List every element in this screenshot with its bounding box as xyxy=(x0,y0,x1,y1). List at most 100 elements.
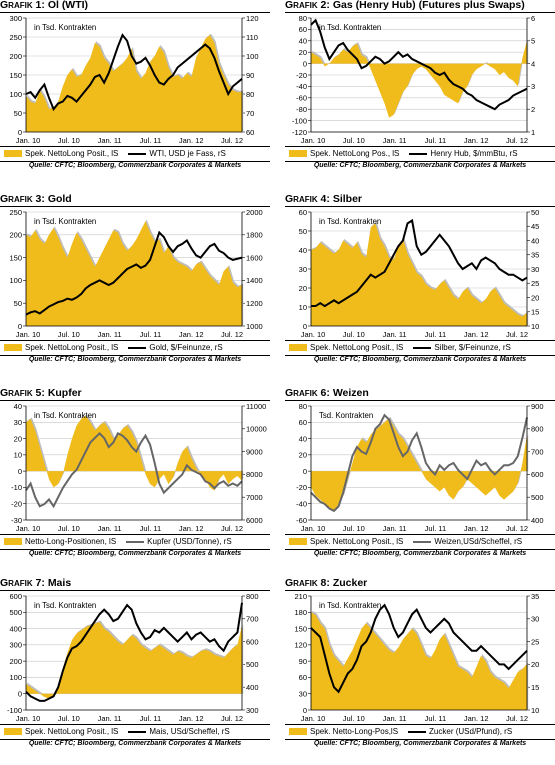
x-tick-label: Jan. 10 xyxy=(301,524,326,533)
left-tick-label: -100 xyxy=(7,706,22,715)
title-number: 5: xyxy=(35,387,45,399)
panel-title: GRAFIK 4: Silber xyxy=(285,194,555,207)
right-tick-label: 700 xyxy=(246,615,259,624)
chart-legend: Spek. NettoLong Posit., lS Silber, $/Fein… xyxy=(285,340,555,356)
chart-svg: 0 50 100 150 200 250 1000 1200 1400 1600 1800 2000 J… xyxy=(9,208,263,339)
x-tick-label: Jan. 11 xyxy=(98,524,122,533)
left-tick-label: 400 xyxy=(9,624,22,633)
right-tick-label: 300 xyxy=(246,706,259,715)
x-tick-label: Jan. 10 xyxy=(16,330,41,339)
inner-units-label: in Tsd. Kontrakten xyxy=(34,23,96,32)
chart-legend: Spek. NettoLong Posit., lS WTI, USD je Fa… xyxy=(0,146,270,162)
legend-swatch-area xyxy=(4,150,22,158)
price-line xyxy=(310,18,528,111)
left-tick-label: 150 xyxy=(294,624,307,633)
title-number: 3: xyxy=(35,193,45,205)
legend-area-label: Spek. Netto-Long-Pos,lS xyxy=(310,727,399,736)
right-tick-label: 5 xyxy=(531,37,535,46)
right-tick-label: 11000 xyxy=(246,402,266,411)
title-prefix: G xyxy=(285,193,294,205)
left-tick-label: 40 xyxy=(299,37,307,46)
right-tick-label: 6 xyxy=(531,14,535,23)
left-tick-label: 40 xyxy=(14,402,22,411)
left-tick-label: 60 xyxy=(299,25,307,34)
x-tick-label: Jan. 10 xyxy=(16,524,41,533)
chart-legend: Spek. NettoLong Posit., lS Weizen,USd/Sch… xyxy=(285,534,555,550)
x-tick-label: Jul. 11 xyxy=(425,136,447,145)
x-tick-label: Jan. 11 xyxy=(98,136,122,145)
title-prefix: G xyxy=(285,577,294,589)
left-tick-label: 0 xyxy=(18,322,22,331)
x-tick-label: Jul. 11 xyxy=(140,330,162,339)
title-name: Zucker xyxy=(332,577,368,589)
source-note: Quelle: CFTC; Bloomberg, Commerzbank Cor… xyxy=(313,740,527,747)
left-tick-label: -60 xyxy=(296,516,307,525)
x-tick-label: Jul. 10 xyxy=(58,714,80,723)
price-line xyxy=(25,602,243,702)
x-tick-label: Jul. 10 xyxy=(58,524,80,533)
source-note: Quelle: CFTC; Bloomberg, Commerzbank Cor… xyxy=(28,356,242,363)
left-tick-label: 200 xyxy=(9,231,22,240)
left-tick-label: 0 xyxy=(303,706,307,715)
x-tick-label: Jul. 11 xyxy=(425,714,447,723)
left-tick-label: 200 xyxy=(9,657,22,666)
left-tick-label: 0 xyxy=(303,59,307,68)
legend-area-label: Spek. NettoLong Posit., lS xyxy=(25,149,119,158)
right-tick-label: 10000 xyxy=(246,425,267,434)
left-tick-label: 600 xyxy=(9,592,22,601)
x-tick-label: Jan. 10 xyxy=(301,136,326,145)
title-prefix: G xyxy=(285,387,294,399)
right-tick-label: 600 xyxy=(246,637,259,646)
left-tick-label: 20 xyxy=(14,434,22,443)
right-tick-label: 500 xyxy=(531,493,544,502)
left-tick-label: -20 xyxy=(296,483,307,492)
left-tick-label: 250 xyxy=(9,33,22,42)
inner-units-label: in Tsd. Kontrakten xyxy=(319,23,381,32)
left-tick-label: -120 xyxy=(292,128,307,137)
right-tick-label: 50 xyxy=(531,208,539,217)
left-tick-label: 120 xyxy=(294,641,307,650)
right-tick-label: 20 xyxy=(531,293,539,302)
legend-area-label: Spek. NettoLong Posit., lS xyxy=(310,343,404,352)
panel-title: GRAFIK 3: Gold xyxy=(0,194,270,207)
legend-line-label: WTI, USD je Fass, rS xyxy=(149,149,226,158)
left-tick-label: 0 xyxy=(303,322,307,331)
net-long-area xyxy=(311,223,527,326)
x-tick-label: Jan. 11 xyxy=(383,330,407,339)
legend-line-label: Henry Hub, $/mmBtu, rS xyxy=(430,149,518,158)
right-tick-label: 60 xyxy=(246,128,254,137)
right-tick-label: 2000 xyxy=(246,208,263,217)
chart-panel-3: GRAFIK 3: Gold 0 50 100 150 200 250 1000 1200 140… xyxy=(0,194,270,381)
right-tick-label: 35 xyxy=(531,251,539,260)
left-tick-label: -100 xyxy=(292,116,307,125)
right-tick-label: 10 xyxy=(531,706,539,715)
legend-line-label: Kupfer (USD/Tonne), rS xyxy=(147,537,232,546)
title-name: Öl (WTI) xyxy=(47,0,89,11)
x-tick-label: Jan. 12 xyxy=(179,524,204,533)
chart-panel-1: GRAFIK 1: Öl (WTI) 0 50 100 150 200 250 300 60 70… xyxy=(0,0,270,187)
left-tick-label: -30 xyxy=(11,516,22,525)
right-tick-label: 3 xyxy=(531,82,535,91)
right-tick-label: 700 xyxy=(531,447,544,456)
legend-swatch-line xyxy=(128,346,147,349)
chart-legend: Spek. Netto-Long-Pos,lS Zucker (USd/Pfund… xyxy=(285,724,555,740)
chart-svg: -60 -40 -20 0 20 40 60 80 400 500 600 700 800 900 Jan.… xyxy=(296,402,544,533)
left-tick-label: 300 xyxy=(9,641,22,650)
left-tick-label: 100 xyxy=(9,276,22,285)
left-tick-label: 60 xyxy=(299,673,307,682)
left-tick-label: 80 xyxy=(299,402,307,411)
left-tick-label: 90 xyxy=(299,657,307,666)
right-tick-label: 120 xyxy=(246,14,259,23)
right-tick-label: 45 xyxy=(531,222,539,231)
left-tick-label: -20 xyxy=(296,71,307,80)
price-line xyxy=(25,33,243,112)
right-tick-label: 1200 xyxy=(246,299,263,308)
x-tick-label: Jul. 10 xyxy=(58,330,80,339)
left-tick-label: 50 xyxy=(14,299,22,308)
x-tick-label: Jul. 10 xyxy=(58,136,80,145)
right-tick-label: 500 xyxy=(246,660,259,669)
right-tick-label: 7000 xyxy=(246,493,263,502)
left-tick-label: -60 xyxy=(296,94,307,103)
x-tick-label: Jul. 10 xyxy=(343,330,365,339)
inner-units-label: in Tsd. Kontrakten xyxy=(319,217,381,226)
